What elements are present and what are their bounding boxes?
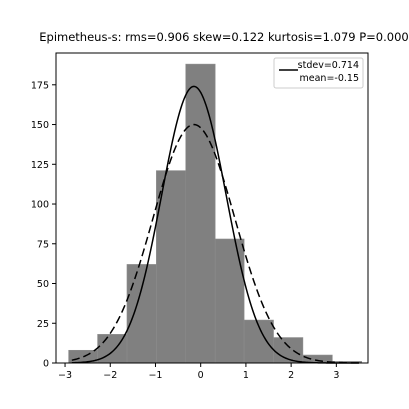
- x-tick-label: 0: [198, 370, 204, 381]
- x-tick-label: 2: [288, 370, 294, 381]
- histogram-bar-3: [126, 264, 157, 364]
- axes-frame: [55, 52, 369, 364]
- legend-box: [273, 57, 364, 89]
- y-tick-label: 75: [37, 239, 49, 250]
- x-axis-ticks: −3 −2 −1 0 1 2 3: [58, 363, 339, 381]
- histogram-bars: [68, 63, 362, 364]
- legend-label-mean: mean=-0.15: [300, 73, 359, 84]
- y-tick-label: 100: [31, 200, 49, 211]
- y-tick-label: 25: [37, 319, 49, 330]
- x-tick-label: −2: [103, 370, 117, 381]
- chart-title: Epimetheus-s: rms=0.906 skew=0.122 kurto…: [39, 30, 408, 44]
- y-axis-ticks: 0 25 50 75 100 125 150 175: [31, 80, 56, 370]
- histogram-bar-4: [156, 170, 187, 364]
- y-tick-label: 150: [31, 120, 49, 131]
- dashed-fit-curve: [71, 123, 359, 364]
- y-tick-label: 50: [37, 279, 49, 290]
- y-tick-label: 175: [31, 80, 49, 91]
- legend-label-stdev: stdev=0.714: [298, 60, 359, 71]
- x-tick-label: −1: [148, 370, 162, 381]
- x-tick-label: −3: [58, 370, 72, 381]
- x-tick-label: 3: [333, 370, 339, 381]
- histogram-bar-6: [214, 238, 245, 364]
- histogram-bar-5: [185, 63, 216, 364]
- y-tick-label: 0: [43, 359, 49, 370]
- x-tick-label: 1: [243, 370, 249, 381]
- y-tick-label: 125: [31, 160, 49, 171]
- legend: stdev=0.714 mean=-0.15: [273, 57, 364, 89]
